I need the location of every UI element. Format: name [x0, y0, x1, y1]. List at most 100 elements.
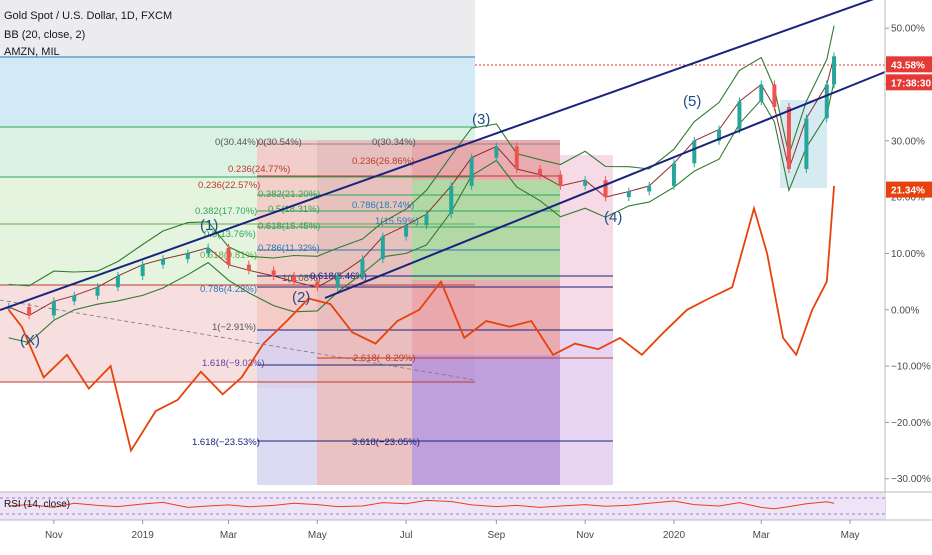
y-tick-label: 0.00% — [891, 305, 919, 316]
gold-candle — [246, 264, 251, 271]
fib-label: 2.618(−8.29%) — [353, 353, 416, 364]
gold-candle — [27, 306, 32, 316]
fib-label: 0(30.54%) — [258, 137, 302, 148]
projection-line — [0, 299, 476, 381]
bb-basis — [8, 56, 835, 316]
fib-label: 0.5(13.76%) — [204, 229, 256, 240]
symbol-title[interactable]: Gold Spot / U.S. Dollar, 1D, FXCM — [4, 10, 173, 22]
fib-label: 0.5(18.31%) — [268, 204, 320, 215]
gold-candle — [115, 275, 120, 288]
fib-label: 3.618(−23.05%) — [352, 437, 420, 448]
x-tick-label: 2020 — [663, 530, 686, 541]
wave-label: (X) — [20, 332, 40, 349]
upper-trend-line — [0, 0, 874, 311]
fib-label: 0.382(17.70%) — [195, 206, 257, 217]
y-tick-label: −30.00% — [891, 474, 931, 485]
gold-candle — [647, 185, 652, 192]
fib-label: 0.236(22.57%) — [198, 180, 260, 191]
wave-label: (4) — [604, 209, 622, 226]
fib-label: 1(−2.91%) — [212, 322, 256, 333]
gold-candle — [804, 118, 809, 169]
gold-candle — [449, 185, 454, 215]
gold-candle — [271, 270, 276, 276]
gold-candle — [226, 247, 231, 265]
gold-candle — [161, 259, 166, 265]
gold-candle — [6, 306, 11, 309]
fib-zone-blue — [0, 57, 475, 127]
gold-candle — [380, 236, 385, 260]
fib-label: 1.618(−23.53%) — [192, 437, 260, 448]
x-tick-label: Nov — [45, 530, 63, 541]
x-tick-label: Mar — [220, 530, 238, 541]
bb-lower-band — [8, 80, 835, 344]
countdown-badge — [886, 74, 932, 91]
fib-label: 1(15.59%) — [375, 216, 419, 227]
x-tick-label: Sep — [487, 530, 505, 541]
gold-candle — [72, 295, 77, 302]
gold-candle — [832, 56, 837, 85]
bb-upper-band — [8, 25, 835, 287]
gold-candle — [95, 287, 100, 296]
last-price-badge — [886, 56, 932, 73]
fib-label: 1(6.08%) — [282, 273, 321, 284]
gold-candle — [206, 247, 211, 254]
fib-label: 0.236(26.86%) — [352, 156, 414, 167]
y-tick-label: 10.00% — [891, 249, 925, 260]
y-tick-label: 50.00% — [891, 24, 925, 35]
wave-label: (5) — [683, 93, 701, 110]
fib-label: 0.382(21.20%) — [258, 189, 320, 200]
fib-label: 0.236(24.77%) — [228, 164, 290, 175]
gold-candle — [772, 84, 777, 108]
fib-label: 0.786(11.32%) — [258, 243, 320, 254]
bb-indicator-label[interactable]: BB (20, close, 2) — [4, 29, 86, 41]
gold-candle — [824, 84, 829, 119]
gold-candle — [717, 129, 722, 141]
gold-candle — [360, 259, 365, 276]
lower-trend-line — [324, 71, 886, 299]
fib-box-c-low — [412, 355, 560, 485]
fib-label: 0.786(4.22%) — [200, 284, 257, 295]
compare-price-badge-text: 21.34% — [891, 186, 925, 197]
fib-box-d-low — [560, 330, 613, 485]
last-price-badge-text: 43.58% — [891, 60, 925, 71]
gold-candle — [469, 157, 474, 186]
wave-label: (2) — [292, 289, 310, 306]
x-tick-label: 2019 — [132, 530, 155, 541]
wave-label: (1) — [200, 217, 218, 234]
gold-candle — [514, 146, 519, 169]
fib-label: 0.618(15.45%) — [258, 221, 320, 232]
x-tick-label: May — [308, 530, 327, 541]
gold-candle — [424, 214, 429, 226]
rsi-pane — [0, 492, 885, 520]
gold-candle — [315, 281, 320, 288]
gold-candle — [404, 225, 409, 237]
x-tick-label: Jul — [400, 530, 413, 541]
fib-zone-top — [0, 0, 475, 57]
x-tick-label: May — [841, 530, 860, 541]
gold-candle — [671, 163, 676, 186]
fib-box-green — [412, 180, 560, 280]
fib-box-a-low — [257, 330, 317, 485]
x-tick-label: Nov — [576, 530, 594, 541]
gold-candle — [140, 264, 145, 276]
compare-symbol-label[interactable]: AMZN, MIL — [4, 46, 60, 58]
gold-candle — [51, 301, 56, 316]
y-tick-label: −20.00% — [891, 418, 931, 429]
rsi-label[interactable]: RSI (14, close) — [4, 499, 71, 510]
fib-label: 0(30.34%) — [372, 137, 416, 148]
wave-label: (3) — [472, 111, 490, 128]
y-tick-label: 30.00% — [891, 136, 925, 147]
gold-candle — [626, 191, 631, 198]
gold-candle — [603, 180, 608, 198]
gold-candle — [538, 168, 543, 175]
price-axis-panel — [885, 0, 932, 550]
countdown-badge-text: 17:38:30 — [891, 78, 931, 89]
gold-candle — [786, 107, 791, 169]
gold-candle — [737, 101, 742, 130]
gold-candle — [185, 253, 190, 260]
x-tick-label: Mar — [753, 530, 771, 541]
gold-candle — [692, 140, 697, 164]
fib-label: 0(30.44%) — [215, 137, 259, 148]
